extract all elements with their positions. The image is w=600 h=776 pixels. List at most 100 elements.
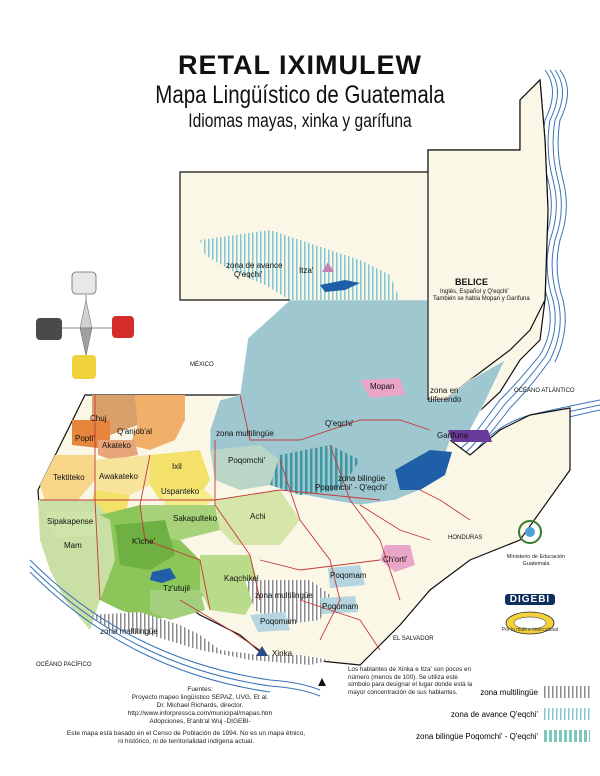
label-qanjobal: Q'anjob'al	[117, 427, 152, 436]
department-borders	[40, 394, 471, 651]
xinka-marker	[256, 646, 268, 656]
legend-swatch-multi	[544, 686, 590, 698]
sources-line-5: Adopciones, B'anb'al Wuj -DIGEBI-	[149, 718, 251, 725]
pacific-coast-lines	[29, 559, 321, 697]
label-ixil: Ixil	[172, 462, 182, 471]
sources-line-4: http://www.inforpressca.com/municipal/ma…	[127, 710, 273, 717]
compass-rose	[55, 295, 118, 360]
label-mam: Mam	[64, 541, 82, 550]
label-oceano-pacifico: OCÉANO PACÍFICO	[36, 661, 92, 668]
maya-glyph-south	[72, 355, 96, 379]
ixil-region	[150, 450, 210, 500]
legend-swatch-bilingue	[544, 730, 590, 742]
label-popti: Popti'	[75, 434, 95, 443]
sources-block: Fuentes: Proyecto mapeo lingüístico SEPA…	[70, 686, 330, 726]
tzutujil-region	[150, 590, 205, 620]
label-honduras: HONDURAS	[448, 535, 482, 541]
ministry-line-2: Guatemala	[522, 561, 550, 567]
legend-label-multi: zona multilingüe	[480, 688, 538, 697]
legend-swatch-avance	[544, 708, 590, 720]
poqomam-region	[250, 612, 290, 632]
label-chorti: Ch'orti'	[383, 555, 408, 564]
label-itza: Itza'	[299, 266, 314, 275]
lake-izabal	[395, 450, 452, 490]
lake-atitlan	[150, 568, 176, 583]
qanjobal-region	[130, 395, 185, 450]
maya-glyph-west	[36, 318, 62, 340]
label-belice-note-1: Inglés, Español y Q'eqchi'	[440, 289, 509, 295]
legend-item-bilingue: zona bilingüe Poqomchi' - Q'eqchi'	[416, 730, 600, 744]
subtitle: Mapa Lingüístico de Guatemala	[155, 81, 445, 109]
label-poqomam-3: Poqomam	[260, 617, 297, 626]
label-poqomam-1: Poqomam	[330, 571, 367, 580]
tektiteko-region	[40, 455, 95, 500]
label-poqomchi: Poqomchi'	[228, 456, 266, 465]
label-kaqchikel: Kaqchikel	[224, 574, 259, 583]
label-sipakapense: Sipakapense	[47, 517, 94, 526]
lake-peten	[320, 280, 360, 292]
label-belice: BELICE	[455, 277, 488, 287]
label-el-salvador: EL SALVADOR	[393, 636, 434, 642]
legend-label-avance: zona de avance Q'eqchi'	[450, 710, 538, 719]
mopan-region	[360, 378, 405, 398]
legend-item-multi: zona multilingüe	[420, 686, 600, 700]
legend-item-avance: zona de avance Q'eqchi'	[420, 708, 600, 722]
census-note-line-2: ni histórico, ni de territorialidad indí…	[118, 738, 254, 745]
south-multilingual-zone	[90, 612, 330, 665]
label-multi-2: zona multilingüe	[255, 591, 313, 600]
label-achi: Achi	[250, 512, 266, 521]
label-garifuna: Garífuna	[437, 431, 469, 440]
maya-glyph-north	[71, 271, 97, 295]
kaqchikel-region	[200, 555, 260, 615]
sources-line-2: Proyecto mapeo lingüístico SEPAZ, UVG, E…	[131, 694, 269, 701]
label-mexico: MÉXICO	[190, 361, 214, 368]
poqomchi-region	[210, 445, 280, 490]
poqomam-east-region	[328, 565, 365, 588]
label-poqomam-2: Poqomam	[322, 602, 359, 611]
achi-region	[215, 490, 300, 545]
digebi-logo: DIGEBI Por lo multi e intercultural	[492, 594, 568, 638]
label-avance-2: Q'eqchi'	[234, 270, 263, 279]
garifuna-region	[448, 430, 492, 442]
northern-border	[180, 150, 429, 400]
itza-advance-zone	[300, 258, 390, 300]
label-multi-3: zona multilingüe	[100, 627, 158, 636]
maya-glyph-east	[112, 316, 134, 338]
label-avance-1: zona de avance	[226, 261, 283, 270]
label-chuj: Chuj	[90, 414, 107, 423]
label-diferendo-2: diferendo	[428, 395, 462, 404]
subtitle-secondary: Idiomas mayas, xinka y garífuna	[188, 111, 412, 132]
akateko-region	[98, 440, 138, 460]
label-oceano-atlantico: OCÉANO ATLÁNTICO	[514, 387, 575, 394]
label-multi-1: zona multilingüe	[216, 429, 274, 438]
ministry-emblem	[518, 520, 542, 544]
kiche-dark-region	[115, 520, 175, 570]
sources-line-3: Dr. Michael Richards, director.	[156, 702, 244, 709]
census-note: Este mapa está basado en el Censo de Pob…	[56, 730, 316, 746]
belize-region	[427, 78, 549, 401]
digebi-emblem	[505, 611, 555, 635]
label-belice-note-2: También se habla Mopan y Garífuna	[433, 296, 530, 302]
label-akateko: Akateko	[102, 441, 131, 450]
speakers-note: Los hablantes de Xinka e Itza' son pocos…	[348, 666, 473, 696]
label-uspanteko: Uspanteko	[161, 487, 200, 496]
ministry-label: Ministerio de Educación Guatemala	[496, 554, 576, 568]
label-kiche: K'iche'	[132, 537, 156, 546]
map-title-block: RETAL IXIMULEW Mapa Lingüístico de Guate…	[0, 50, 600, 134]
legend-label-bilingue: zona bilingüe Poqomchi' - Q'eqchi'	[416, 732, 538, 741]
label-qeqchi: Q'eqchi'	[325, 419, 354, 428]
digebi-name: DIGEBI	[505, 594, 555, 605]
label-diferendo-1: zona en	[430, 386, 458, 395]
label-bilingue-1: zona bilingüe	[338, 474, 386, 483]
label-xinka: Xinka	[272, 649, 293, 658]
sipakapense-region	[45, 512, 100, 538]
bilingual-zone	[270, 445, 360, 495]
label-sakapulteko: Sakapulteko	[173, 514, 218, 523]
label-bilingue-2: Poqomchi' - Q'eqchi'	[315, 483, 388, 492]
census-note-line-1: Este mapa está basado en el Censo de Pob…	[66, 730, 306, 737]
sources-line-1: Fuentes:	[187, 686, 213, 693]
label-tektiteko: Tektiteko	[53, 473, 85, 482]
small-marker	[318, 678, 326, 686]
ministry-line-1: Ministerio de Educación	[506, 554, 566, 560]
